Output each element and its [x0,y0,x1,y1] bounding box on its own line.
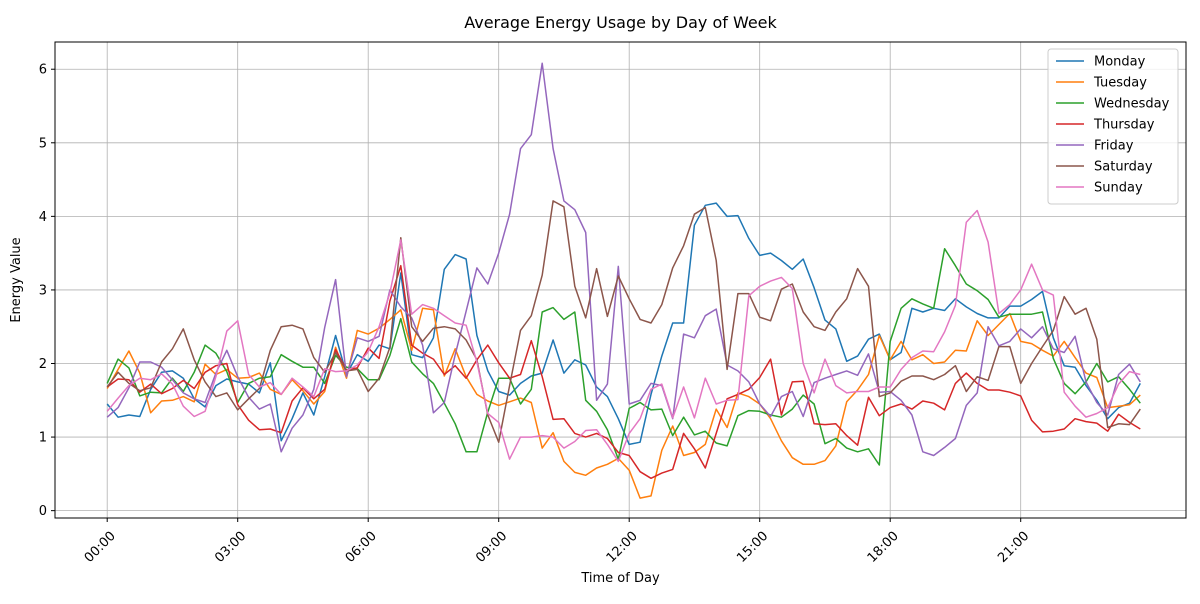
series-line-wednesday [106,247,1141,466]
legend: Monday Tuesday Wednesday Thursday Friday Satu… [1047,48,1179,205]
legend-label-tuesday: Tuesday [1093,76,1147,91]
grid-lines [55,42,1186,518]
x-axis-label: Time of Day [580,571,660,586]
legend-label-sunday: Sunday [1094,181,1143,196]
chart-title: Average Energy Usage by Day of Week [464,13,777,32]
y-tick-label: 3 [39,283,47,298]
y-tick-label: 5 [39,136,47,151]
y-tick-label: 4 [39,210,47,225]
series-line-tuesday [106,307,1141,499]
y-tick-label: 6 [39,63,47,78]
plot-frame [54,41,1187,519]
legend-label-saturday: Saturday [1094,160,1153,175]
legend-label-wednesday: Wednesday [1094,97,1170,112]
series-line-thursday [106,264,1141,480]
legend-label-thursday: Thursday [1093,118,1155,133]
series-lines [106,62,1141,499]
legend-label-monday: Monday [1094,55,1146,70]
y-tick-label: 0 [39,504,47,519]
y-axis-label: Energy Value [9,237,24,322]
series-line-sunday [106,209,1141,463]
legend-label-friday: Friday [1094,139,1134,154]
y-tick-label: 2 [39,357,47,372]
series-line-saturday [106,200,1141,443]
series-line-friday [106,62,1141,457]
y-tick-label: 1 [39,431,47,446]
